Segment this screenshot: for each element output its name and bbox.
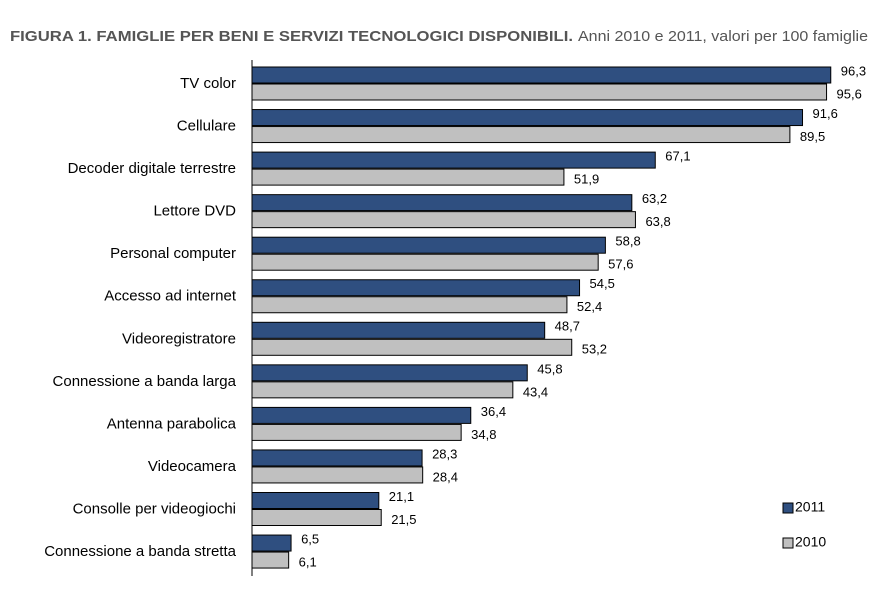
value-label: 34,8 <box>471 427 496 442</box>
bar <box>251 423 462 441</box>
value-label: 6,1 <box>299 554 317 569</box>
category-label: Decoder digitale terrestre <box>68 160 236 177</box>
value-label: 28,4 <box>433 469 458 484</box>
bar <box>251 551 290 569</box>
bar <box>251 381 514 399</box>
bar <box>251 211 636 229</box>
bar <box>251 509 382 526</box>
category-label: Videoregistratore <box>122 330 236 347</box>
value-label: 21,5 <box>391 512 416 527</box>
legend-swatch <box>782 502 794 514</box>
category-label: Lettore DVD <box>153 203 236 220</box>
chart-subtitle: Anni 2010 e 2011, valori per 100 famigli… <box>578 28 868 45</box>
value-label: 21,1 <box>389 489 414 504</box>
category-label: Connessione a banda larga <box>53 373 237 390</box>
value-label: 6,5 <box>301 531 319 546</box>
value-label: 54,5 <box>590 276 615 291</box>
value-label: 57,6 <box>608 257 633 272</box>
legend-label: 2011 <box>795 499 825 515</box>
bar <box>251 168 565 186</box>
bar <box>251 126 791 144</box>
category-label: Accesso ad internet <box>104 288 237 305</box>
bar <box>251 236 606 254</box>
bar <box>251 492 380 509</box>
value-label: 95,6 <box>837 86 862 101</box>
bar <box>251 449 423 467</box>
value-label: 91,6 <box>813 106 838 121</box>
legend-swatch <box>782 537 794 549</box>
value-label: 58,8 <box>615 234 640 249</box>
bar <box>251 338 573 356</box>
category-label: Antenna parabolica <box>107 415 237 432</box>
value-label: 28,3 <box>432 446 457 461</box>
bar <box>251 151 656 169</box>
legend-label: 2010 <box>795 534 826 550</box>
value-label: 45,8 <box>537 361 562 376</box>
value-label: 48,7 <box>555 319 580 334</box>
bar <box>251 364 528 382</box>
value-label: 43,4 <box>523 384 548 399</box>
category-label: Personal computer <box>110 245 236 262</box>
bar <box>251 194 633 212</box>
category-label: TV color <box>180 75 236 92</box>
chart-title: FIGURA 1. FAMIGLIE PER BENI E SERVIZI TE… <box>10 28 573 45</box>
value-label: 67,1 <box>665 149 690 164</box>
value-label: 53,2 <box>582 342 607 357</box>
value-label: 96,3 <box>841 63 866 78</box>
bar <box>251 321 546 339</box>
category-label: Connessione a banda stretta <box>44 543 236 560</box>
category-label: Cellulare <box>177 118 236 135</box>
value-label: 63,8 <box>645 214 670 229</box>
bar <box>251 406 472 424</box>
value-label: 51,9 <box>574 172 599 187</box>
value-label: 63,2 <box>642 191 667 206</box>
bar <box>251 83 828 101</box>
bar <box>251 296 568 314</box>
category-label: Videocamera <box>148 458 237 475</box>
bar <box>251 279 581 297</box>
bar <box>251 466 424 484</box>
value-label: 89,5 <box>800 129 825 144</box>
bar <box>251 253 599 271</box>
category-label: Consolle per videogiochi <box>73 500 236 517</box>
bar <box>251 109 804 127</box>
bar <box>251 66 832 84</box>
value-label: 52,4 <box>577 299 602 314</box>
bar <box>251 534 292 552</box>
value-label: 36,4 <box>481 404 506 419</box>
